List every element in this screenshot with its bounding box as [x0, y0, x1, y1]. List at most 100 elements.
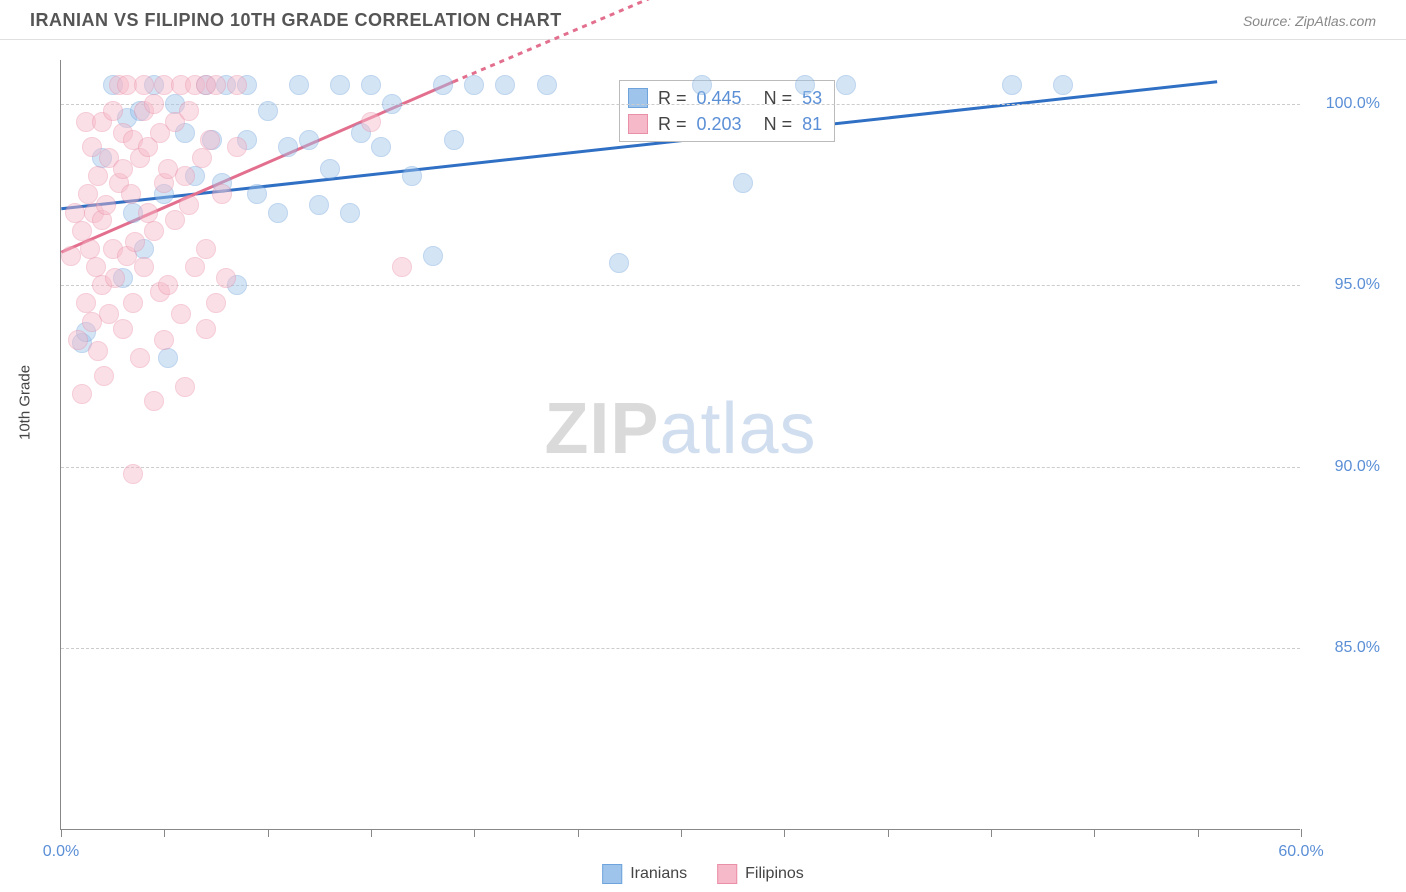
legend-r-label: R = [658, 111, 687, 137]
scatter-point [88, 166, 108, 186]
scatter-point [158, 348, 178, 368]
y-tick-label: 85.0% [1310, 639, 1380, 657]
scatter-point [179, 101, 199, 121]
x-tick-mark [268, 829, 269, 837]
scatter-point [278, 137, 298, 157]
x-tick-mark [888, 829, 889, 837]
x-tick-mark [578, 829, 579, 837]
scatter-point [123, 293, 143, 313]
scatter-point [125, 232, 145, 252]
scatter-point [179, 195, 199, 215]
x-tick-mark [1301, 829, 1302, 837]
x-tick-label-left: 0.0% [43, 843, 79, 861]
legend-r-value: 0.203 [697, 111, 742, 137]
scatter-point [216, 268, 236, 288]
scatter-point [103, 101, 123, 121]
scatter-point [138, 203, 158, 223]
scatter-point [144, 221, 164, 241]
scatter-point [247, 184, 267, 204]
scatter-point [371, 137, 391, 157]
scatter-point [1053, 75, 1073, 95]
legend-swatch [602, 864, 622, 884]
scatter-point [402, 166, 422, 186]
scatter-point [68, 330, 88, 350]
x-tick-mark [991, 829, 992, 837]
x-tick-mark [784, 829, 785, 837]
legend-r-label: R = [658, 85, 687, 111]
scatter-point [144, 391, 164, 411]
scatter-point [175, 166, 195, 186]
y-tick-label: 95.0% [1310, 276, 1380, 294]
legend-label: Filipinos [745, 865, 804, 883]
scatter-point [836, 75, 856, 95]
scatter-point [258, 101, 278, 121]
legend-label: Iranians [630, 865, 687, 883]
scatter-point [113, 319, 133, 339]
scatter-point [433, 75, 453, 95]
scatter-point [340, 203, 360, 223]
scatter-point [130, 348, 150, 368]
scatter-point [309, 195, 329, 215]
chart-title: IRANIAN VS FILIPINO 10TH GRADE CORRELATI… [30, 10, 562, 31]
legend-n-value: 81 [802, 111, 822, 137]
scatter-point [171, 304, 191, 324]
scatter-point [134, 75, 154, 95]
scatter-point [154, 330, 174, 350]
legend-swatch [628, 114, 648, 134]
scatter-point [227, 75, 247, 95]
scatter-point [72, 221, 92, 241]
scatter-point [268, 203, 288, 223]
scatter-point [1002, 75, 1022, 95]
scatter-point [94, 366, 114, 386]
x-tick-label-right: 60.0% [1278, 843, 1323, 861]
legend-n-label: N = [764, 111, 793, 137]
scatter-point [227, 137, 247, 157]
scatter-point [361, 75, 381, 95]
scatter-point [423, 246, 443, 266]
gridline [61, 648, 1300, 649]
x-tick-mark [474, 829, 475, 837]
x-tick-mark [1094, 829, 1095, 837]
y-axis-label: 10th Grade [17, 365, 34, 440]
scatter-point [134, 257, 154, 277]
scatter-point [733, 173, 753, 193]
x-tick-mark [681, 829, 682, 837]
gridline [61, 285, 1300, 286]
scatter-point [123, 464, 143, 484]
scatter-point [206, 293, 226, 313]
x-tick-mark [371, 829, 372, 837]
scatter-point [65, 203, 85, 223]
scatter-point [61, 246, 81, 266]
scatter-point [144, 94, 164, 114]
scatter-point [72, 384, 92, 404]
scatter-point [444, 130, 464, 150]
scatter-point [158, 275, 178, 295]
scatter-point [196, 319, 216, 339]
legend-n-label: N = [764, 85, 793, 111]
legend-swatch [628, 88, 648, 108]
scatter-point [320, 159, 340, 179]
scatter-point [196, 239, 216, 259]
scatter-point [121, 184, 141, 204]
plot-region: ZIPatlas R =0.445N =53R =0.203N = 81 85.… [60, 60, 1300, 830]
scatter-point [80, 239, 100, 259]
scatter-point [795, 75, 815, 95]
chart-header: IRANIAN VS FILIPINO 10TH GRADE CORRELATI… [0, 0, 1406, 40]
scatter-point [609, 253, 629, 273]
x-tick-mark [164, 829, 165, 837]
bottom-legend: Iranians Filipinos [602, 864, 804, 884]
scatter-point [88, 341, 108, 361]
scatter-point [537, 75, 557, 95]
scatter-point [361, 112, 381, 132]
legend-stat-row: R = 0.203 N = 81 [628, 111, 822, 137]
gridline [61, 467, 1300, 468]
x-tick-mark [1198, 829, 1199, 837]
chart-source: Source: ZipAtlas.com [1243, 13, 1376, 29]
trend-lines [61, 60, 1300, 829]
y-tick-label: 100.0% [1310, 95, 1380, 113]
scatter-point [382, 94, 402, 114]
scatter-point [200, 130, 220, 150]
chart-area: 10th Grade ZIPatlas R =0.445N =53R =0.20… [0, 40, 1406, 890]
scatter-point [289, 75, 309, 95]
scatter-point [76, 293, 96, 313]
